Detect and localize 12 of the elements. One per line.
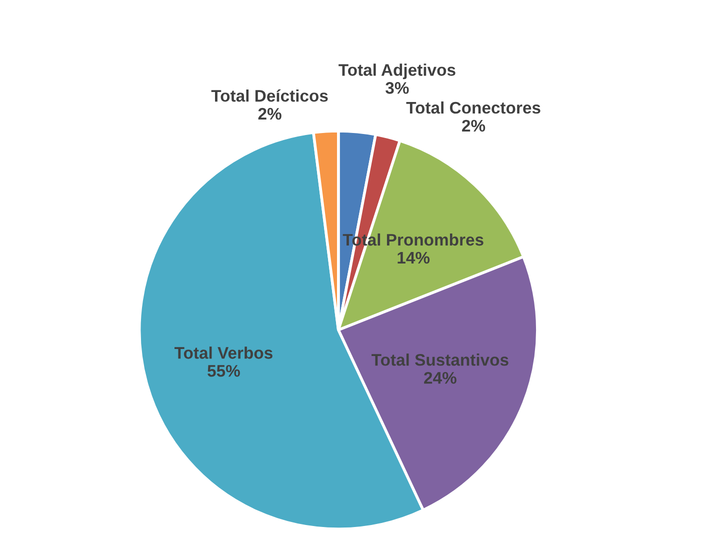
slice-label: Total Verbos (174, 346, 272, 359)
slice-label: Total Pronombres (342, 233, 484, 246)
slice-label: Total Deícticos (211, 89, 328, 102)
data-label: 2% (462, 120, 486, 132)
data-label: 2% (258, 108, 282, 120)
slice-label: Total Conectores (406, 101, 540, 114)
slice-label: Total Sustantivos (372, 354, 508, 366)
data-label: 24% (424, 372, 456, 384)
data-label: 55% (208, 365, 240, 377)
data-label: 14% (398, 252, 430, 264)
slice-label: Total Adjetivos (338, 64, 456, 80)
data-label: 3% (386, 82, 409, 94)
